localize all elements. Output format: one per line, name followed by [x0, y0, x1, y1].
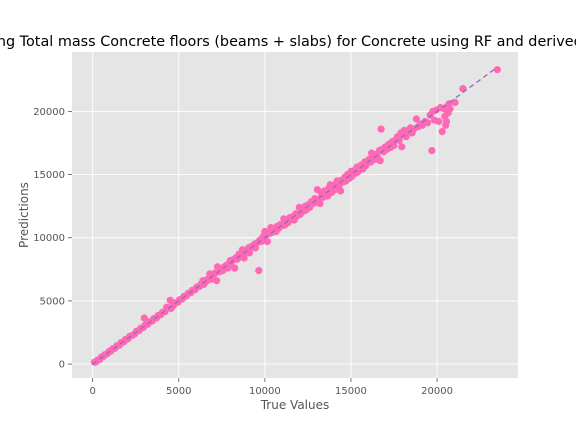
data-point [316, 200, 324, 208]
data-point [231, 264, 239, 272]
x-axis-label: True Values [260, 398, 330, 412]
y-tick-label: 5000 [40, 296, 65, 307]
data-point [398, 143, 406, 151]
data-point [376, 157, 384, 165]
y-tick-label: 10000 [33, 233, 65, 244]
y-tick-label: 0 [59, 360, 65, 371]
y-tick-label: 15000 [33, 170, 65, 181]
chart-title: Predicting Total mass Concrete floors (b… [0, 34, 576, 50]
data-point [412, 115, 420, 123]
data-point [255, 267, 263, 275]
reference-line [92, 66, 498, 365]
data-point [424, 119, 432, 127]
data-point [438, 128, 446, 136]
data-point [240, 254, 248, 262]
data-point [428, 147, 436, 155]
x-tick-label: 0 [89, 386, 95, 397]
data-point [390, 141, 398, 150]
y-tick-label: 20000 [33, 107, 65, 118]
data-point [451, 98, 459, 107]
data-point [446, 105, 454, 113]
axis-ticks: 0 5000 10000 15000 20000 0 5000 10000 15000 20000 [33, 107, 453, 397]
x-tick-label: 20000 [421, 386, 453, 397]
data-point [213, 277, 221, 285]
x-tick-label: 15000 [335, 386, 367, 397]
x-tick-label: 5000 [166, 386, 191, 397]
y-axis-label: Predictions [17, 182, 31, 248]
data-point [140, 314, 148, 322]
data-point [313, 186, 321, 194]
data-point [435, 117, 443, 126]
data-point [263, 237, 271, 246]
data-point [442, 117, 451, 126]
data-point [337, 187, 345, 195]
x-tick-label: 10000 [249, 386, 281, 397]
data-point [377, 125, 385, 133]
data-point [493, 66, 501, 74]
data-points [90, 66, 501, 366]
data-point [395, 136, 403, 144]
